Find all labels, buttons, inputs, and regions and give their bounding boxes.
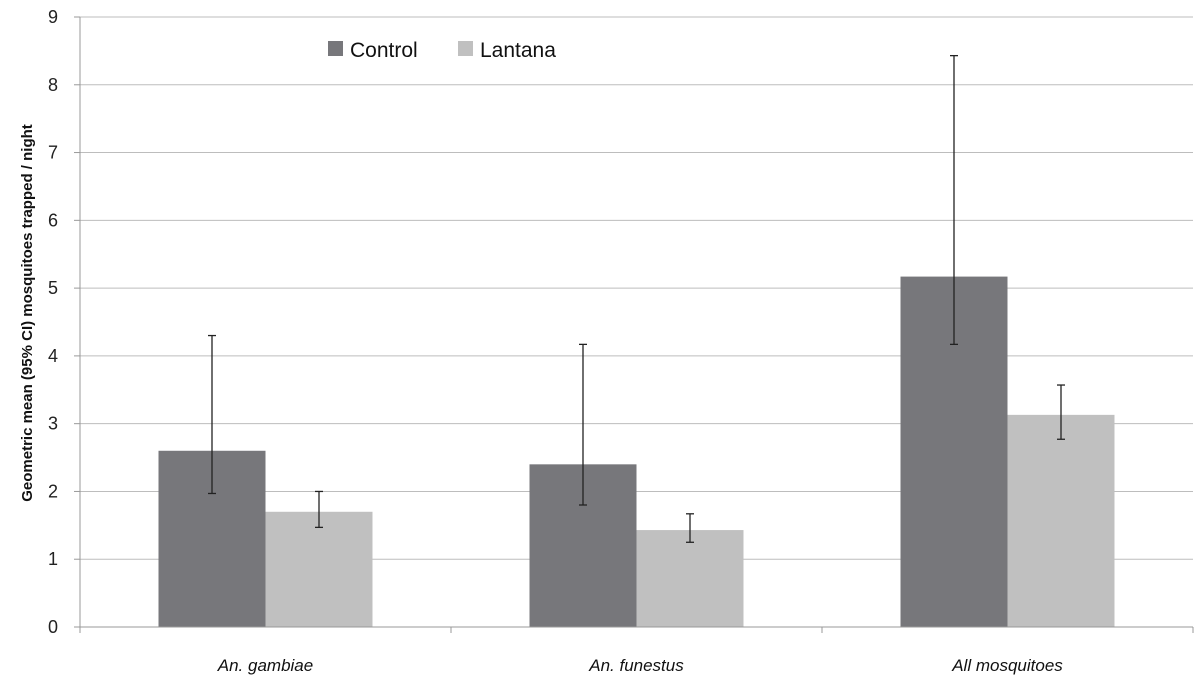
- bar-lantana-1: [265, 511, 373, 627]
- x-category-labels: An. gambiae An. funestus All mosquitoes: [217, 656, 1063, 675]
- legend-swatch-lantana: [458, 41, 473, 56]
- y-tick-label: 5: [48, 278, 58, 298]
- y-tick-label: 2: [48, 481, 58, 501]
- x-category-label: An. funestus: [588, 656, 684, 675]
- x-category-label: An. gambiae: [217, 656, 313, 675]
- y-tick-label: 9: [48, 7, 58, 27]
- legend-swatch-control: [328, 41, 343, 56]
- legend-label-control: Control: [350, 39, 418, 62]
- axes: [79, 17, 1194, 633]
- y-tick-labels: 0 1 2 3 4 5 6 7 8 9: [48, 7, 58, 637]
- bar-lantana-3: [1007, 414, 1115, 627]
- y-tick-label: 1: [48, 549, 58, 569]
- y-tick-label: 6: [48, 210, 58, 230]
- bars: [158, 276, 1115, 627]
- y-tick-label: 3: [48, 414, 58, 434]
- error-bars: [208, 54, 1065, 543]
- y-axis-title: Geometric mean (95% CI) mosquitoes trapp…: [19, 124, 36, 502]
- legend: Control Lantana: [328, 39, 556, 62]
- x-category-label: All mosquitoes: [951, 656, 1063, 675]
- legend-label-lantana: Lantana: [480, 39, 556, 62]
- y-tick-label: 8: [48, 75, 58, 95]
- y-tick-label: 0: [48, 617, 58, 637]
- bar-lantana-2: [636, 530, 744, 627]
- y-tick-label: 7: [48, 143, 58, 163]
- y-tick-label: 4: [48, 346, 58, 366]
